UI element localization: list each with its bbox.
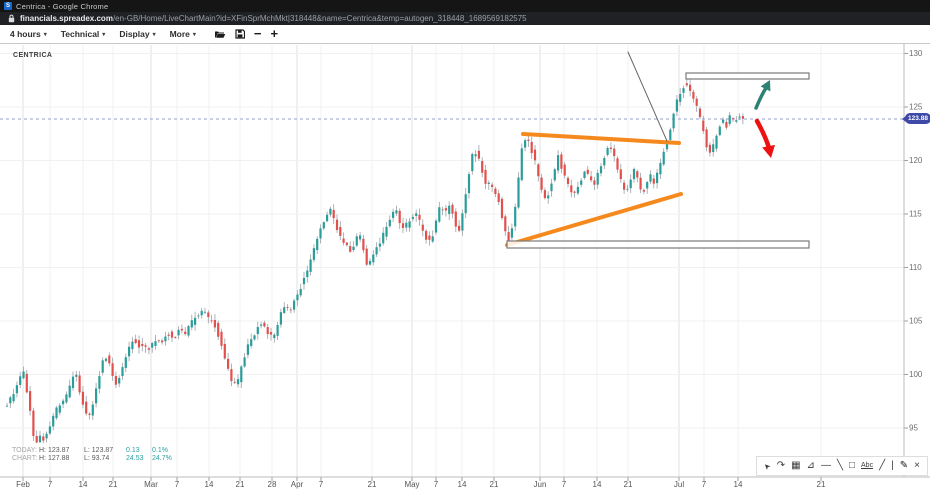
legend-row: TODAY: H: 123.87 L: 123.87 0.13 0.1% xyxy=(12,447,168,454)
text-icon[interactable]: Abc xyxy=(861,462,874,469)
pointer-line[interactable] xyxy=(627,51,668,142)
browser-address-bar[interactable]: financials.spreadex.com/en-GB/Home/LiveC… xyxy=(0,12,930,25)
chart-legend: TODAY: H: 123.87 L: 123.87 0.13 0.1% CHART: H:… xyxy=(12,447,178,463)
triangle-upper-line[interactable] xyxy=(521,132,681,145)
y-axis-label: 130 xyxy=(909,49,923,58)
x-axis-label: Mar xyxy=(144,480,158,489)
segment-icon[interactable]: ╲ xyxy=(836,460,843,471)
y-axis-label: 110 xyxy=(909,263,922,272)
y-axis-label: 100 xyxy=(909,370,923,379)
x-axis-label: Jun xyxy=(534,480,547,489)
drawing-toolbar: ➤ ↷ ▦ ⊿ — ╲ □ Abc ╱ | ✎ × xyxy=(756,456,928,476)
site-favicon-icon: S xyxy=(4,2,12,10)
rectangle-icon[interactable]: □ xyxy=(848,460,856,471)
gridlines xyxy=(0,45,904,477)
candles-layer xyxy=(5,78,744,443)
x-axis-label: 14 xyxy=(734,480,743,489)
x-axis-label: 7 xyxy=(175,480,180,489)
grid-icon[interactable]: ▦ xyxy=(791,460,801,471)
diagonal-line-icon[interactable]: ╱ xyxy=(879,460,886,471)
y-axis-label: 105 xyxy=(909,317,923,326)
lock-icon[interactable] xyxy=(8,14,15,23)
chevron-down-icon: ▾ xyxy=(152,31,156,38)
menu-display[interactable]: Display ▾ xyxy=(119,29,156,39)
delete-icon[interactable]: × xyxy=(914,460,920,471)
resistance-box[interactable] xyxy=(685,72,810,80)
chevron-down-icon: ▾ xyxy=(43,31,47,38)
y-axis-label: 95 xyxy=(909,424,918,433)
page-url: financials.spreadex.com/en-GB/Home/LiveC… xyxy=(20,14,527,23)
chevron-down-icon: ▾ xyxy=(102,31,106,38)
url-domain: financials.spreadex.com xyxy=(20,14,113,23)
price-badge: 123.88 xyxy=(902,113,930,124)
save-chart-button[interactable] xyxy=(235,29,245,39)
window-title: Centrica - Google Chrome xyxy=(16,1,109,11)
chevron-down-icon: ▾ xyxy=(192,31,196,38)
triangle-lower-line[interactable] xyxy=(505,192,683,247)
x-axis-label: 7 xyxy=(434,480,439,489)
x-axis-label: 7 xyxy=(319,480,324,489)
x-axis-label: 21 xyxy=(817,480,826,489)
x-axis-label: 14 xyxy=(593,480,602,489)
x-axis-label: 21 xyxy=(624,480,633,489)
trend-chart-icon[interactable]: ⊿ xyxy=(806,460,815,471)
y-axis-label: 115 xyxy=(909,210,922,219)
open-chart-button[interactable] xyxy=(214,29,226,39)
x-axis-label: 7 xyxy=(48,480,53,489)
y-axis-label: 120 xyxy=(909,156,923,165)
x-axis-label: 21 xyxy=(109,480,118,489)
x-axis-label: Apr xyxy=(291,480,304,489)
cursor-icon[interactable]: ➤ xyxy=(761,460,773,472)
window-titlebar: S Centrica - Google Chrome xyxy=(0,0,930,12)
polyline-icon[interactable]: ↷ xyxy=(776,460,786,471)
legend-row: CHART: H: 127.88 L: 93.74 24.53 24.7% xyxy=(12,455,172,462)
vertical-line-icon[interactable]: | xyxy=(891,460,894,471)
support-box[interactable] xyxy=(506,240,810,249)
x-axis-label: 14 xyxy=(205,480,214,489)
x-axis-label: Feb xyxy=(16,480,30,489)
y-axis-label: 125 xyxy=(909,103,923,112)
x-axis-label: 14 xyxy=(79,480,88,489)
x-axis-label: 21 xyxy=(490,480,499,489)
zoom-in-button[interactable]: + xyxy=(270,26,279,41)
drawing-annotations xyxy=(505,51,810,249)
save-icon xyxy=(235,29,245,39)
x-axis-label: 7 xyxy=(562,480,567,489)
horizontal-line-icon[interactable]: — xyxy=(820,460,831,471)
menu-more[interactable]: More ▾ xyxy=(169,29,196,39)
x-axis-label: 28 xyxy=(268,480,277,489)
open-folder-icon xyxy=(214,31,226,38)
x-axis-label: 14 xyxy=(458,480,467,489)
axes: Feb 7 14 21 Mar 7 14 21 28 Apr 7 21 May 7 14 21 Jun 7 14 21… xyxy=(0,44,930,489)
symbol-label: CENTRICA xyxy=(13,52,53,59)
x-axis-label: Jul xyxy=(674,480,684,489)
x-axis-label: May xyxy=(404,480,419,489)
down-arrow[interactable] xyxy=(754,118,775,158)
up-arrow[interactable] xyxy=(754,80,771,110)
x-axis-label: 7 xyxy=(702,480,707,489)
menu-4-hours[interactable]: 4 hours ▾ xyxy=(10,29,47,39)
pencil-icon[interactable]: ✎ xyxy=(899,460,909,471)
menu-technical[interactable]: Technical ▾ xyxy=(60,29,106,39)
x-axis-label: 21 xyxy=(236,480,245,489)
chart-toolbar: 4 hours ▾ Technical ▾ Display ▾ More ▾ − + xyxy=(0,25,930,44)
zoom-out-button[interactable]: − xyxy=(253,26,262,41)
x-axis-label: 21 xyxy=(368,480,377,489)
url-path: /en-GB/Home/LiveChartMain?id=XFinSprMchM… xyxy=(112,14,527,23)
